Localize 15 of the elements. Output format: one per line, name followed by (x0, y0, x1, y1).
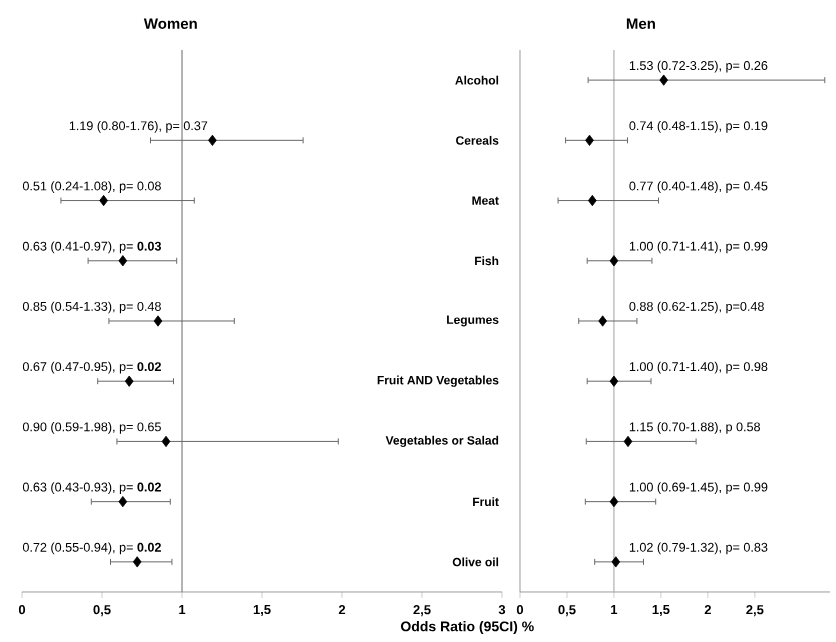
point (609, 496, 619, 508)
point (208, 134, 217, 146)
point (609, 375, 619, 387)
point (598, 315, 607, 327)
point (659, 74, 669, 86)
point (124, 375, 134, 387)
point (132, 556, 142, 568)
point (118, 255, 128, 267)
point (153, 315, 163, 327)
point (609, 255, 619, 267)
point (585, 134, 594, 146)
point (118, 496, 128, 508)
point (161, 435, 171, 448)
point (623, 435, 633, 448)
point (611, 556, 621, 568)
